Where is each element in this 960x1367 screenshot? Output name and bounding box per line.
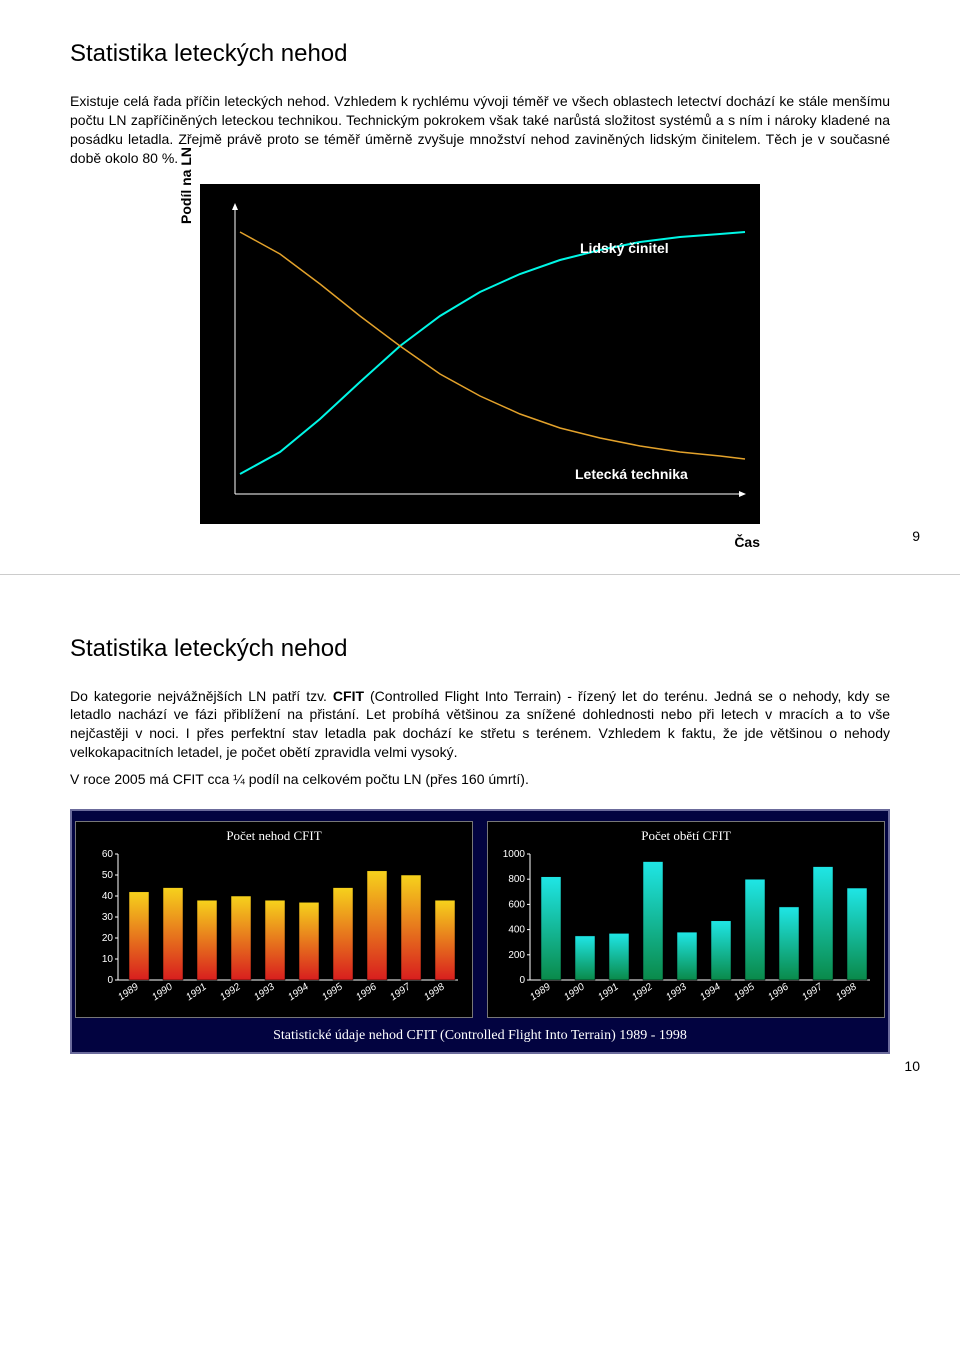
chart-victims-title: Počet obětí CFIT xyxy=(496,828,876,844)
svg-text:30: 30 xyxy=(102,912,114,923)
text-bold-cfit: CFIT xyxy=(333,688,364,704)
slide-title: Statistika leteckých nehod xyxy=(70,635,890,663)
svg-text:1994: 1994 xyxy=(698,981,723,1003)
svg-text:1991: 1991 xyxy=(184,981,209,1003)
svg-text:1993: 1993 xyxy=(252,981,277,1003)
svg-text:1993: 1993 xyxy=(664,981,689,1003)
svg-text:1989: 1989 xyxy=(528,981,553,1003)
chart-victims: Počet obětí CFIT 0 200 400 600 800 1000 1989 19… xyxy=(487,821,885,1018)
y-axis-label: Podíl na LN xyxy=(178,147,194,224)
svg-text:600: 600 xyxy=(508,899,525,910)
svg-text:1992: 1992 xyxy=(630,981,655,1003)
slide-1: Statistika leteckých nehod Existuje celá… xyxy=(0,0,960,554)
page-number: 10 xyxy=(904,1058,920,1074)
paragraph-2: V roce 2005 má CFIT cca ¼ podíl na celko… xyxy=(70,770,890,789)
label-aviation-tech: Letecká technika xyxy=(575,466,688,482)
page-number: 9 xyxy=(912,528,920,544)
svg-text:1990: 1990 xyxy=(150,981,175,1003)
chart-row: Počet nehod CFIT 0 10 20 30 40 50 60 1989 1990 19… xyxy=(82,821,878,1018)
svg-text:1995: 1995 xyxy=(320,981,345,1003)
svg-text:1998: 1998 xyxy=(422,981,447,1003)
slide-2: Statistika leteckých nehod Do kategorie … xyxy=(0,595,960,1084)
panel-caption: Statistické údaje nehod CFIT (Controlled… xyxy=(82,1028,878,1044)
text-pre: Do kategorie nejvážnějších LN patří tzv. xyxy=(70,688,333,704)
bar-chart-victims: 0 200 400 600 800 1000 1989 1990 1991 1992 1993 199… xyxy=(496,848,876,1008)
slide-title: Statistika leteckých nehod xyxy=(70,40,890,68)
chart-accidents: Počet nehod CFIT 0 10 20 30 40 50 60 1989 1990 19… xyxy=(75,821,473,1018)
svg-text:1994: 1994 xyxy=(286,981,311,1003)
chart-accidents-title: Počet nehod CFIT xyxy=(84,828,464,844)
bar-chart-accidents: 0 10 20 30 40 50 60 1989 1990 1991 1992 1993 1994 199… xyxy=(84,848,464,1008)
paragraph-1: Do kategorie nejvážnějších LN patří tzv.… xyxy=(70,687,890,763)
label-human-factor: Lidský činitel xyxy=(580,240,669,256)
svg-text:20: 20 xyxy=(102,933,114,944)
x-axis-label: Čas xyxy=(734,534,760,550)
svg-text:50: 50 xyxy=(102,870,114,881)
svg-text:40: 40 xyxy=(102,891,114,902)
svg-text:0: 0 xyxy=(107,975,113,986)
line-chart-container: Podíl na LN Lidský činitel Letecká techn… xyxy=(200,184,760,524)
cfit-panel: Počet nehod CFIT 0 10 20 30 40 50 60 1989 1990 19… xyxy=(70,809,890,1054)
svg-text:200: 200 xyxy=(508,950,525,961)
svg-text:400: 400 xyxy=(508,925,525,936)
svg-text:1998: 1998 xyxy=(834,981,859,1003)
svg-text:0: 0 xyxy=(519,975,525,986)
svg-text:1996: 1996 xyxy=(354,981,379,1003)
svg-text:1996: 1996 xyxy=(766,981,791,1003)
svg-text:1997: 1997 xyxy=(388,981,413,1003)
svg-text:1000: 1000 xyxy=(503,849,526,860)
svg-text:1991: 1991 xyxy=(596,981,621,1003)
slide-divider xyxy=(0,574,960,575)
svg-text:800: 800 xyxy=(508,874,525,885)
svg-text:1990: 1990 xyxy=(562,981,587,1003)
svg-text:1995: 1995 xyxy=(732,981,757,1003)
svg-text:1989: 1989 xyxy=(116,981,141,1003)
svg-text:1997: 1997 xyxy=(800,981,825,1003)
svg-text:60: 60 xyxy=(102,849,114,860)
svg-text:1992: 1992 xyxy=(218,981,243,1003)
svg-text:10: 10 xyxy=(102,954,114,965)
